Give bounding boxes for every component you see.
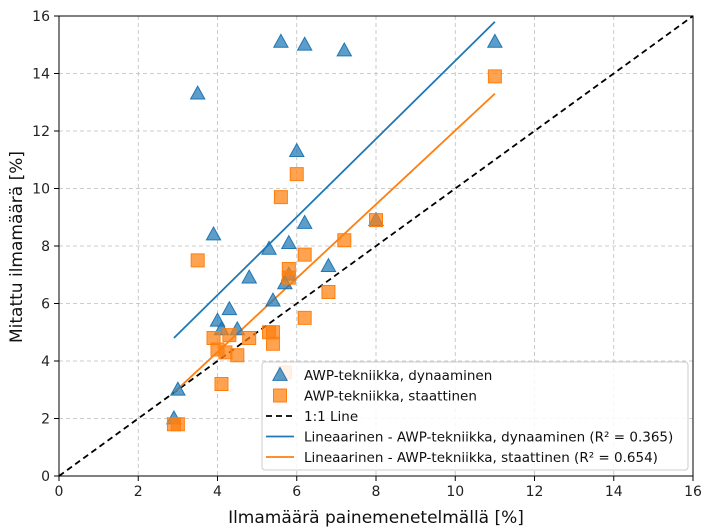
axis-ticks: 0 2 4 6 8 10 12 14 16 0 2 4 6 8 10 12 14 16 <box>32 9 702 500</box>
data-point-dynamic <box>272 33 289 48</box>
y-tick-label: 12 <box>32 124 50 140</box>
legend-label: 1:1 Line <box>304 409 358 425</box>
x-tick-label: 10 <box>446 484 464 500</box>
y-tick-label: 0 <box>41 469 50 485</box>
data-point-static <box>297 247 312 262</box>
y-tick-label: 16 <box>32 9 50 25</box>
legend-label: AWP-tekniikka, staattinen <box>304 389 477 405</box>
y-tick-label: 6 <box>41 297 50 313</box>
data-point-dynamic <box>280 234 297 250</box>
data-point-static <box>242 331 257 345</box>
data-point-static <box>369 213 383 228</box>
reference-lines <box>58 15 694 477</box>
x-tick-label: 6 <box>292 484 301 500</box>
data-point-dynamic <box>265 292 281 307</box>
data-point-static <box>218 345 233 360</box>
data-point-dynamic <box>336 41 353 57</box>
data-point-dynamic <box>486 33 503 48</box>
data-point-dynamic <box>296 36 313 51</box>
legend-label: Lineaarinen - AWP-tekniikka, staattinen … <box>304 450 658 466</box>
data-point-static <box>214 377 229 391</box>
y-tick-label: 8 <box>41 239 50 255</box>
y-tick-label: 10 <box>32 182 50 198</box>
data-point-dynamic <box>241 269 258 284</box>
data-point-dynamic <box>261 240 277 255</box>
data-point-static <box>170 417 185 432</box>
data-point-dynamic <box>205 225 222 241</box>
data-point-static <box>222 328 237 343</box>
data-points <box>165 33 503 432</box>
data-point-dynamic <box>288 142 305 158</box>
data-point-static <box>281 270 296 285</box>
x-tick-label: 14 <box>605 484 623 500</box>
data-point-static <box>337 233 352 248</box>
x-tick-label: 2 <box>134 484 143 500</box>
data-point-static <box>273 190 288 205</box>
trend-line-dynamic <box>173 21 496 339</box>
data-point-static <box>487 69 502 84</box>
x-tick-label: 4 <box>213 484 222 500</box>
data-point-dynamic <box>320 257 337 273</box>
data-point-dynamic <box>169 381 186 396</box>
data-point-static <box>190 253 205 268</box>
x-axis-label: Ilmamäärä painemenetelmällä [%] <box>228 508 524 528</box>
x-tick-label: 16 <box>684 484 702 500</box>
data-point-static <box>297 310 312 325</box>
legend-label: Lineaarinen - AWP-tekniikka, dynaaminen … <box>304 430 673 446</box>
data-point-dynamic <box>221 300 238 316</box>
identity-line <box>58 15 694 477</box>
y-axis-label: Mitattu ilmamäärä [%] <box>7 151 27 343</box>
y-tick-label: 2 <box>41 412 50 428</box>
data-point-dynamic <box>296 214 313 229</box>
x-tick-label: 8 <box>372 484 381 500</box>
y-tick-label: 4 <box>41 354 50 370</box>
data-point-static <box>289 167 304 182</box>
legend-marker-triangle <box>272 366 288 381</box>
x-tick-label: 12 <box>526 484 544 500</box>
data-point-static <box>265 325 280 340</box>
data-point-static <box>230 348 245 363</box>
data-point-dynamic <box>189 85 206 100</box>
legend-label: AWP-tekniikka, dynaaminen <box>304 368 492 384</box>
data-point-static <box>321 285 336 299</box>
legend-box <box>261 361 689 471</box>
x-tick-label: 0 <box>55 484 64 500</box>
legend: AWP-tekniikka, dynaaminen AWP-tekniikka, … <box>261 361 689 471</box>
y-tick-label: 14 <box>32 67 50 83</box>
trend-line-static <box>173 92 496 394</box>
legend-marker-square <box>273 388 287 403</box>
